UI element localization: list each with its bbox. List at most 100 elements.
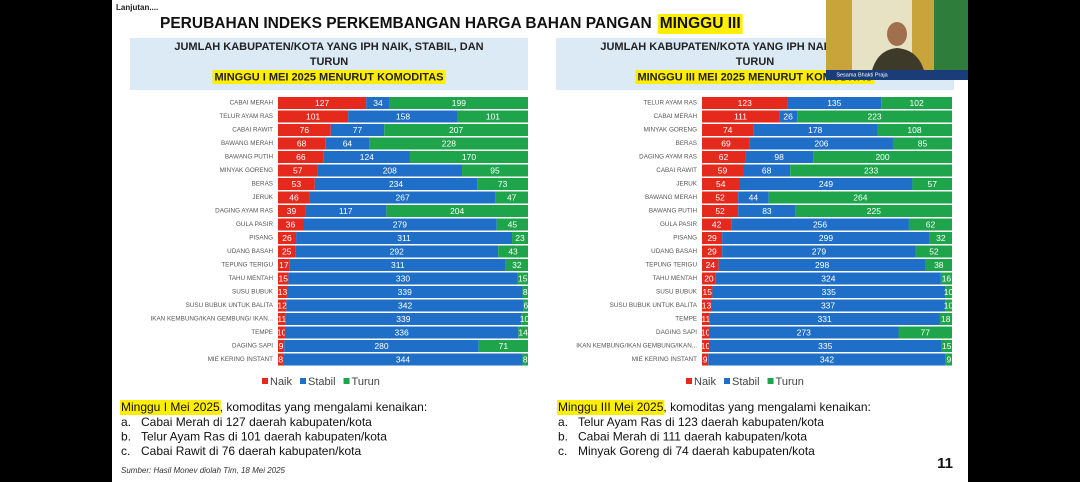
legend-swatch xyxy=(262,378,268,384)
bar-segment xyxy=(731,218,909,231)
segment-label: 10 xyxy=(944,287,954,297)
segment-label: 32 xyxy=(512,260,522,270)
webcam-caption-bar xyxy=(826,70,968,80)
segment-label: 170 xyxy=(462,152,476,162)
bar-segment xyxy=(278,137,326,150)
bar-segment xyxy=(284,326,519,339)
bar-segment xyxy=(522,353,528,366)
slide-title: PERUBAHAN INDEKS PERKEMBANGAN HARGA BAHA… xyxy=(160,15,652,32)
bar-segment xyxy=(287,286,523,298)
segment-label: 11 xyxy=(277,314,286,324)
segment-label: 311 xyxy=(397,233,411,243)
segment-label: 54 xyxy=(716,179,726,189)
legend-label: Turun xyxy=(776,376,804,388)
legend-label: Naik xyxy=(694,376,717,388)
segment-label: 74 xyxy=(723,125,733,135)
bar-segment xyxy=(296,232,513,244)
category-label: TEMPE xyxy=(675,316,697,323)
segment-label: 47 xyxy=(507,192,517,202)
segment-label: 77 xyxy=(353,125,363,135)
segment-label: 339 xyxy=(396,314,410,324)
segment-label: 6 xyxy=(524,300,529,310)
category-label: JERUK xyxy=(252,194,273,201)
bar-segment xyxy=(702,151,746,163)
bar-segment xyxy=(709,313,940,325)
bar-segment xyxy=(702,353,709,366)
bar-segment xyxy=(702,245,723,258)
bar-segment xyxy=(285,313,522,325)
bar-segment xyxy=(409,151,528,163)
segment-label: 267 xyxy=(396,192,410,202)
bar-segment xyxy=(278,286,288,298)
note-item-marker: b. xyxy=(121,430,131,444)
category-label: GULA PASIR xyxy=(236,221,273,228)
segment-label: 199 xyxy=(452,98,466,108)
bar-segment xyxy=(929,232,952,244)
segment-label: 279 xyxy=(812,246,826,256)
bar-segment xyxy=(925,259,952,271)
bar-segment xyxy=(462,164,528,177)
category-label: TELUR AYAM RAS xyxy=(643,100,697,107)
bar-segment xyxy=(348,110,458,123)
segment-label: 57 xyxy=(927,179,937,189)
note-text: , komoditas yang mengalami kenaikan: xyxy=(220,400,427,414)
segment-label: 324 xyxy=(821,273,835,283)
category-label: MINYAK GORENG xyxy=(220,167,274,174)
bar-segment xyxy=(940,272,952,285)
bar-segment xyxy=(517,272,528,285)
note-item-marker: a. xyxy=(121,415,131,429)
bar-segment xyxy=(702,340,709,352)
category-label: TEMPE xyxy=(251,329,273,336)
bar-segment xyxy=(945,353,952,366)
note-heading: Minggu I Mei 2025 xyxy=(121,400,220,414)
note-text: , komoditas yang mengalami kenaikan: xyxy=(663,400,870,414)
bar-segment xyxy=(309,191,496,204)
category-label: UDANG BASAH xyxy=(227,248,273,255)
bar-segment xyxy=(702,110,780,123)
bar-segment xyxy=(722,245,916,258)
bar-segment xyxy=(797,110,952,123)
bar-segment xyxy=(330,124,385,136)
bar-segment xyxy=(305,205,387,217)
segment-label: 256 xyxy=(813,219,827,229)
bar-segment xyxy=(702,326,709,339)
bar-segment xyxy=(303,218,497,231)
segment-label: 39 xyxy=(287,206,297,216)
segment-label: 62 xyxy=(926,219,936,229)
category-label: MIE KERING INSTANT xyxy=(632,356,697,363)
note-item-marker: c. xyxy=(121,444,130,458)
segment-label: 9 xyxy=(947,354,952,364)
note-item-text: Cabai Merah di 127 daerah kabupaten/kota xyxy=(141,415,372,429)
bar-segment xyxy=(317,164,463,177)
bar-segment xyxy=(749,137,893,150)
segment-label: 225 xyxy=(867,206,881,216)
segment-label: 68 xyxy=(762,165,772,175)
legend-label: Stabil xyxy=(308,376,336,388)
segment-label: 8 xyxy=(278,354,283,364)
bar-segment xyxy=(386,205,528,217)
bar-segment xyxy=(477,178,528,190)
bar-segment xyxy=(523,299,528,312)
segment-label: 200 xyxy=(875,152,889,162)
bar-segment xyxy=(505,259,528,271)
segment-label: 14 xyxy=(518,327,528,337)
note-highlight xyxy=(557,400,665,415)
segment-label: 73 xyxy=(498,179,508,189)
bar-segment xyxy=(278,97,367,109)
legend-label: Stabil xyxy=(732,376,760,388)
bar-segment xyxy=(522,286,528,298)
note-highlight xyxy=(120,400,221,415)
segment-label: 10 xyxy=(520,314,530,324)
bar-segment xyxy=(496,218,528,231)
bar-segment xyxy=(881,97,952,109)
segment-label: 59 xyxy=(718,165,728,175)
note-heading: Minggu III Mei 2025 xyxy=(558,400,664,414)
title-highlight xyxy=(657,14,743,34)
segment-label: 344 xyxy=(396,354,410,364)
bar-segment xyxy=(702,178,740,190)
segment-label: 223 xyxy=(867,111,881,121)
category-label: SUSU BUBUK UNTUK BALITA xyxy=(610,302,698,309)
segment-label: 13 xyxy=(702,300,712,310)
legend-swatch xyxy=(300,378,307,384)
